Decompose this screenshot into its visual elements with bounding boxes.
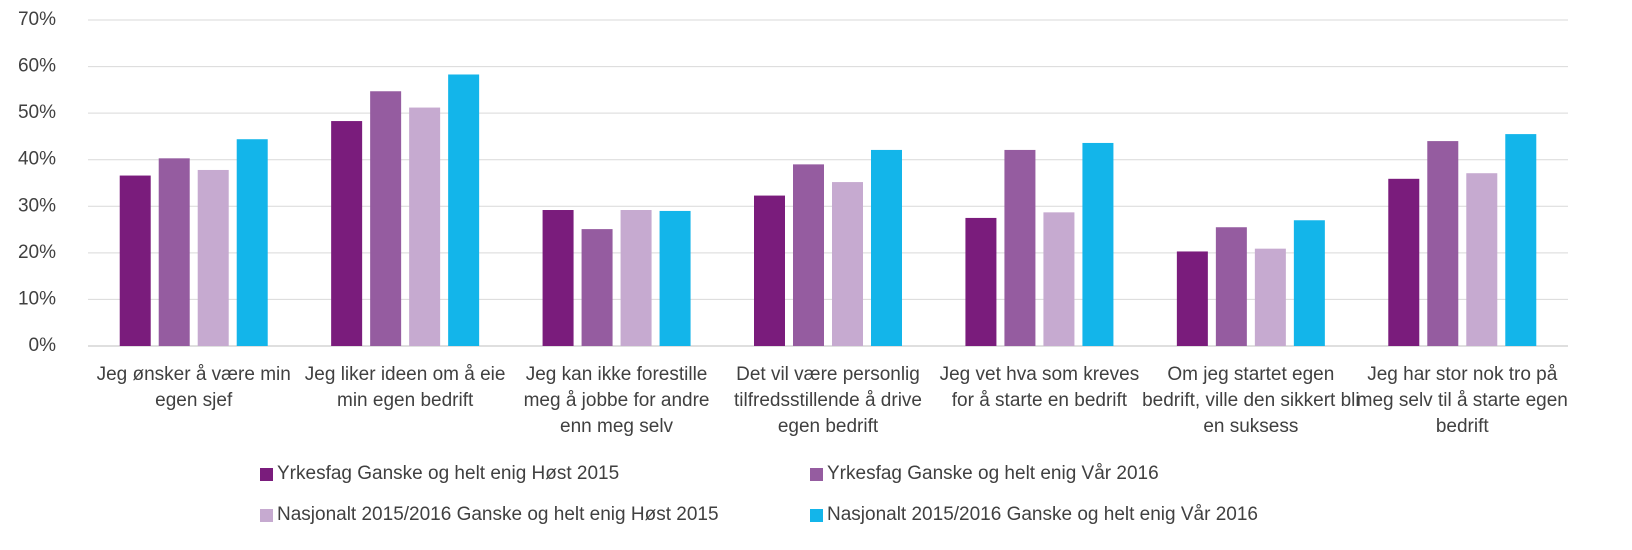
x-tick-label: Jeg har stor nok tro på meg selv til å s… [1356,364,1568,437]
x-tick-label: Jeg kan ikke forestille meg å jobbe for … [523,364,710,437]
bar [581,229,613,346]
bar [1466,173,1498,346]
legend-item: Nasjonalt 2015/2016 Ganske og helt enig … [260,504,719,526]
y-tick-label: 0% [29,335,57,356]
y-tick-label: 60% [18,56,56,77]
y-tick-label: 50% [18,102,56,123]
bar [542,210,574,346]
legend-item: Yrkesfag Ganske og helt enig Vår 2016 [810,463,1159,485]
legend-swatch [260,508,273,522]
bar [236,139,268,346]
bar [1082,142,1114,346]
y-tick-label: 10% [18,288,56,309]
x-tick-label: Det vil være personlig tilfredsstillende… [734,364,922,437]
legend-label: Nasjonalt 2015/2016 Ganske og helt enig … [827,504,1258,525]
legend-label: Nasjonalt 2015/2016 Ganske og helt enig … [277,504,719,525]
bar [448,74,480,346]
x-tick-label: Jeg liker ideen om å eie min egen bedrif… [304,364,506,411]
bar [1254,248,1286,346]
bar [1388,178,1420,346]
legend-item: Yrkesfag Ganske og helt enig Høst 2015 [260,463,619,485]
legend-swatch [260,467,273,481]
legend-label: Yrkesfag Ganske og helt enig Vår 2016 [827,463,1159,484]
bar [1004,149,1036,346]
bar [965,217,997,346]
x-tick-label: Om jeg startet egen bedrift, ville den s… [1142,364,1360,437]
y-tick-label: 30% [18,195,56,216]
bar [1293,220,1325,346]
x-tick-label: Jeg vet hva som kreves for å starte en b… [939,364,1140,411]
bar [1176,251,1208,346]
bar [754,195,785,346]
bar [620,210,652,346]
y-tick-label: 40% [18,149,56,170]
legend-label: Yrkesfag Ganske og helt enig Høst 2015 [277,463,620,484]
legend-item: Nasjonalt 2015/2016 Ganske og helt enig … [810,504,1258,526]
bar [659,210,691,346]
x-tick-label: Jeg ønsker å være min egen sjef [96,364,291,411]
bar [1215,227,1247,346]
legend-swatch [810,508,823,522]
bar [409,107,441,346]
bar [1505,134,1537,346]
bar [1043,212,1075,346]
y-tick-label: 20% [18,242,56,263]
bar [871,149,902,346]
bar [793,164,824,346]
bar [197,169,229,346]
bar [370,91,402,346]
y-tick-label: 70% [18,9,56,30]
bar [119,175,151,346]
bar [1427,141,1459,346]
legend-swatch [810,467,823,481]
bar [331,121,363,346]
bar [832,182,863,346]
bar [158,158,190,346]
